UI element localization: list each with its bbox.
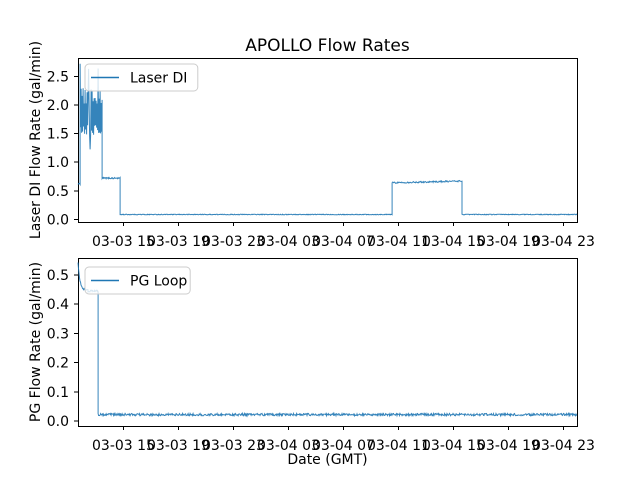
- laser-di-series-line: [77, 63, 578, 216]
- x-tick-label: 03-04 07: [312, 234, 375, 250]
- y-tick-label: 0.0: [47, 414, 69, 430]
- x-tick-label: 03-03 23: [202, 438, 265, 454]
- plot-border: [78, 258, 578, 427]
- y-tick-label: 0.5: [47, 184, 69, 200]
- x-axis-label: Date (GMT): [287, 452, 368, 468]
- y-tick-label: 1.0: [47, 155, 69, 171]
- x-tick-label: 03-04 23: [532, 438, 595, 454]
- pg-loop-series-line: [77, 262, 578, 418]
- y-tick-label: 0.1: [47, 385, 69, 401]
- x-tick-label: 03-04 23: [532, 234, 595, 250]
- y-tick-label: 0.4: [47, 297, 69, 313]
- y-tick-label: 0.2: [47, 356, 69, 372]
- legend-label: PG Loop: [130, 274, 187, 290]
- x-tick-label: 03-03 15: [92, 438, 155, 454]
- y-tick-label: 0.0: [47, 212, 69, 228]
- x-tick-label: 03-04 11: [367, 234, 430, 250]
- x-tick-label: 03-04 11: [367, 438, 430, 454]
- y-tick-label: 2.5: [47, 69, 69, 85]
- x-tick-label: 03-04 19: [477, 234, 540, 250]
- x-tick-label: 03-04 03: [257, 438, 320, 454]
- x-tick-label: 03-03 19: [147, 438, 210, 454]
- x-tick-label: 03-03 19: [147, 234, 210, 250]
- x-tick-label: 03-04 19: [477, 438, 540, 454]
- plot-border: [78, 58, 578, 223]
- legend-box: [84, 266, 191, 295]
- x-tick-label: 03-04 07: [312, 438, 375, 454]
- x-tick-label: 03-03 23: [202, 234, 265, 250]
- x-tick-label: 03-04 03: [257, 234, 320, 250]
- x-tick-label: 03-04 15: [422, 234, 485, 250]
- legend-label: Laser DI: [130, 71, 187, 87]
- y-tick-label: 1.5: [47, 127, 69, 143]
- x-tick-label: 03-03 15: [92, 234, 155, 250]
- y-tick-label: 0.3: [47, 326, 69, 342]
- chart-title: APOLLO Flow Rates: [245, 36, 410, 56]
- y-tick-label: 2.0: [47, 98, 69, 114]
- y-tick-label: 0.5: [47, 268, 69, 284]
- legend-box: [84, 63, 199, 92]
- x-tick-label: 03-04 15: [422, 438, 485, 454]
